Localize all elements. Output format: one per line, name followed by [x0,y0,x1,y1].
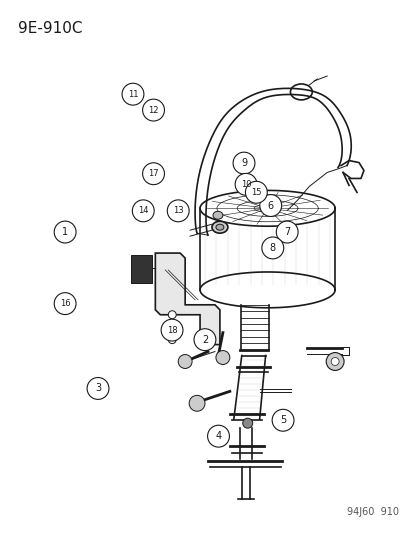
Circle shape [54,221,76,243]
Text: 13: 13 [173,206,183,215]
Text: 6: 6 [267,200,273,211]
Circle shape [54,293,76,314]
Text: 9: 9 [240,158,247,168]
Ellipse shape [212,211,222,219]
Circle shape [178,354,192,368]
Polygon shape [155,253,219,345]
Text: 7: 7 [283,227,290,237]
Text: 2: 2 [201,335,208,345]
Text: 17: 17 [148,169,159,178]
Text: 3: 3 [95,383,101,393]
Text: 12: 12 [148,106,159,115]
Ellipse shape [216,224,223,230]
Text: 14: 14 [138,206,148,215]
Circle shape [216,351,229,365]
Text: 9E-910C: 9E-910C [18,21,83,36]
Circle shape [168,336,176,344]
Text: 18: 18 [166,326,177,335]
Circle shape [132,200,154,222]
Circle shape [167,200,189,222]
Circle shape [168,311,176,319]
Circle shape [189,395,204,411]
Circle shape [142,99,164,121]
Ellipse shape [211,221,227,233]
Circle shape [325,352,343,370]
Text: 10: 10 [240,180,251,189]
Circle shape [242,418,252,428]
Text: 11: 11 [128,90,138,99]
Circle shape [235,173,256,195]
Circle shape [87,377,109,399]
Circle shape [122,83,144,105]
Text: 5: 5 [279,415,285,425]
Text: 4: 4 [215,431,221,441]
Circle shape [271,409,293,431]
Circle shape [275,221,297,243]
Text: 8: 8 [269,243,275,253]
Circle shape [233,152,254,174]
Circle shape [142,163,164,184]
Circle shape [207,425,229,447]
Circle shape [261,237,283,259]
Circle shape [245,181,267,203]
Text: 94J60  910: 94J60 910 [346,507,398,516]
Text: 16: 16 [59,299,70,308]
Circle shape [161,319,183,341]
FancyBboxPatch shape [130,255,152,283]
Text: 15: 15 [251,188,261,197]
Circle shape [330,358,338,366]
Circle shape [259,195,281,216]
Text: 1: 1 [62,227,68,237]
Circle shape [194,329,215,351]
